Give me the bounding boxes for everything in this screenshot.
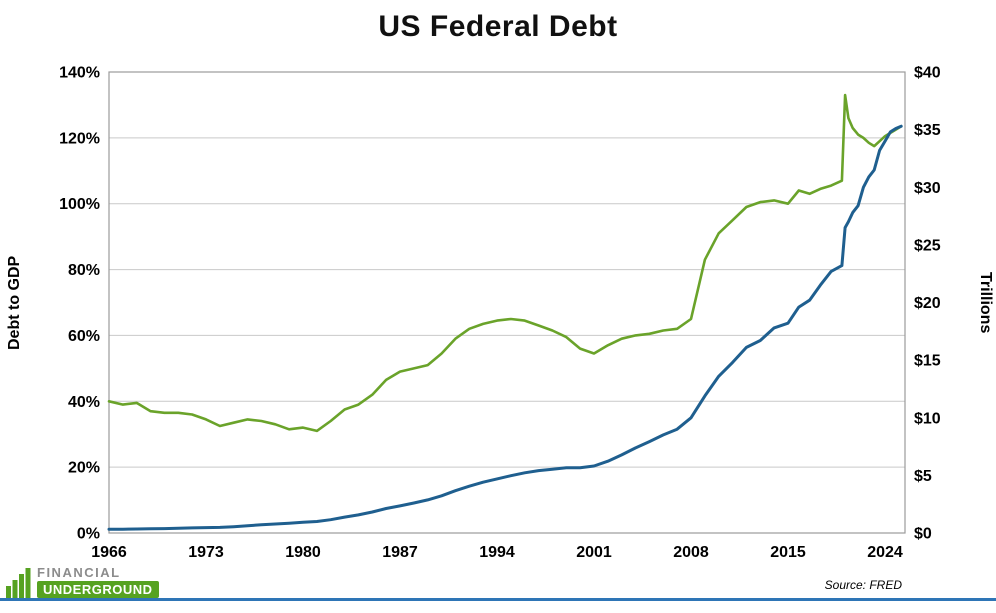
x-axis-tick-label: 2001 [576, 544, 612, 561]
chart-title: US Federal Debt [378, 10, 618, 43]
right-axis-tick-label: $30 [914, 180, 941, 197]
logo-bar [12, 580, 18, 598]
x-axis-tick-label: 2008 [673, 544, 709, 561]
x-axis-tick-label: 1994 [479, 544, 515, 561]
right-axis-tick-label: $40 [914, 65, 941, 82]
plot-area: 0% 20% 40% 60% 80% 100% 120% 140% $0 $5 $10 $15 $20 $… [59, 65, 941, 562]
left-axis-tick-label: 100% [59, 196, 100, 213]
left-axis-tick-label: 60% [68, 328, 100, 345]
logo-line2: UNDERGROUND [37, 581, 159, 598]
x-axis-tick-label: 1966 [91, 544, 127, 561]
debt-to-gdp-line [107, 93, 903, 433]
x-axis-tick-label: 1987 [382, 544, 418, 561]
footer-divider [0, 598, 996, 601]
x-axis-tick-label: 1980 [285, 544, 321, 561]
logo-bar [6, 586, 11, 598]
plot-border [108, 71, 906, 534]
source-note: Source: FRED [824, 578, 902, 592]
right-axis-tick-label: $0 [914, 526, 932, 543]
right-axis-title: Trillions [977, 271, 994, 334]
logo-bar [19, 574, 24, 598]
right-axis-tick-label: $25 [914, 237, 941, 254]
left-axis-tick-label: 0% [77, 526, 100, 543]
left-axis-tick-label: 20% [68, 460, 100, 477]
left-axis-title: Debt to GDP [6, 255, 23, 350]
logo-skyline-icon [6, 568, 31, 598]
logo-line1: FINANCIAL [37, 565, 121, 580]
right-axis-tick-label: $35 [914, 122, 941, 139]
right-axis-tick-label: $10 [914, 410, 941, 427]
left-axis-tick-label: 120% [59, 130, 100, 147]
logo-text: FINANCIAL UNDERGROUND [37, 566, 159, 598]
left-axis-tick-label: 140% [59, 65, 100, 82]
x-axis-tick-label: 2024 [867, 544, 903, 561]
x-axis-tick-label: 1973 [188, 544, 224, 561]
right-axis-tick-label: $15 [914, 353, 941, 370]
left-axis-tick-label: 40% [68, 394, 100, 411]
financial-underground-logo: FINANCIAL UNDERGROUND [6, 566, 159, 598]
right-axis-tick-label: $5 [914, 468, 932, 485]
left-axis-tick-label: 80% [68, 262, 100, 279]
logo-bar [25, 568, 31, 598]
x-axis-tick-label: 2015 [770, 544, 806, 561]
total-debt-line [107, 124, 903, 531]
right-axis-tick-label: $20 [914, 295, 941, 312]
